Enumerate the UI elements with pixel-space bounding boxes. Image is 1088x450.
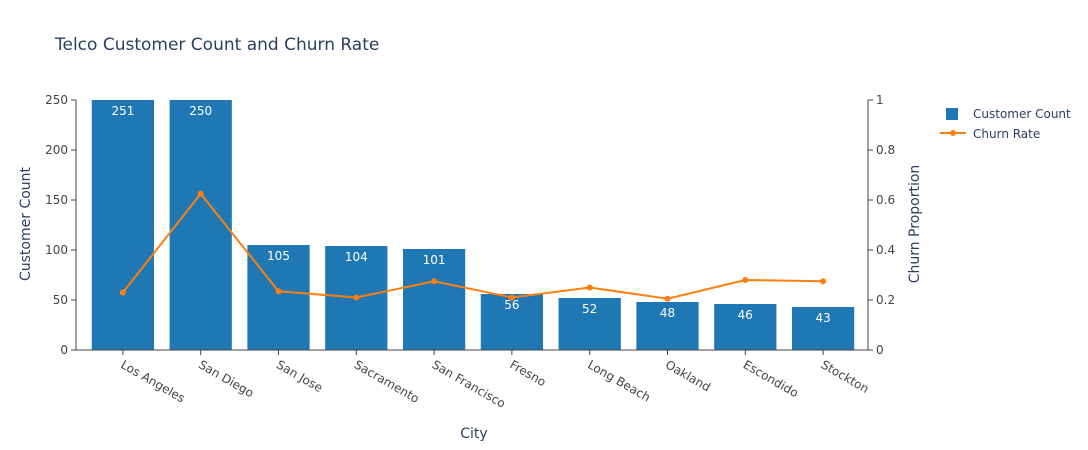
bar-2 bbox=[247, 245, 310, 350]
y-tick-label-1: 50 bbox=[53, 293, 68, 307]
y2-tick-label-5: 1 bbox=[876, 93, 884, 107]
x-tick-label-7: Oakland bbox=[663, 357, 713, 394]
x-tick-label-6: Long Beach bbox=[585, 357, 653, 404]
bar-8 bbox=[714, 304, 777, 350]
churn-rate-point-9 bbox=[820, 278, 827, 285]
bar-5 bbox=[480, 294, 544, 350]
y-tick-label-3: 150 bbox=[45, 193, 68, 207]
churn-rate-point-7 bbox=[664, 295, 671, 302]
bar-value-label-5: 56 bbox=[504, 298, 519, 312]
x-tick-label-4: San Francisco bbox=[430, 357, 508, 410]
bar-value-label-1: 250 bbox=[189, 104, 212, 118]
bar-4 bbox=[402, 249, 466, 350]
churn-rate-point-8 bbox=[742, 277, 749, 283]
y-axis-title: Customer Count bbox=[18, 166, 34, 281]
x-tick-label-3: Sacramento bbox=[352, 357, 422, 405]
churn-rate-point-5 bbox=[508, 294, 515, 301]
chart-title: Telco Customer Count and Churn Rate bbox=[54, 35, 379, 55]
y-tick-label-2: 100 bbox=[45, 243, 68, 257]
y-tick-label-4: 200 bbox=[45, 143, 68, 157]
bar-value-label-2: 105 bbox=[267, 249, 290, 263]
churn-rate-point-1 bbox=[197, 190, 204, 197]
bar-9 bbox=[791, 307, 855, 350]
bar-7 bbox=[636, 302, 699, 350]
y-tick-label-0: 0 bbox=[60, 343, 68, 357]
y2-tick-label-3: 0.6 bbox=[876, 193, 895, 207]
x-tick-label-2: San Jose bbox=[274, 357, 325, 395]
x-tick-label-5: Fresno bbox=[507, 357, 548, 389]
y2-tick-label-2: 0.4 bbox=[876, 243, 895, 257]
bar-0 bbox=[91, 100, 155, 350]
churn-line-group bbox=[119, 190, 827, 302]
x-tick-label-1: San Diego bbox=[196, 357, 256, 400]
bar-6 bbox=[558, 298, 621, 350]
legend-swatch-churn-marker bbox=[950, 130, 956, 136]
legend: Customer Count Churn Rate bbox=[940, 107, 1071, 141]
bar-value-label-8: 46 bbox=[738, 308, 753, 322]
x-tick-label-9: Stockton bbox=[819, 357, 872, 396]
bar-label-group: 251 250 105 104 101 56 52 48 46 43 bbox=[111, 104, 830, 325]
legend-label-customer-count[interactable]: Customer Count bbox=[973, 107, 1071, 121]
y-tick-label-5: 250 bbox=[45, 93, 68, 107]
churn-rate-point-6 bbox=[586, 284, 593, 291]
x-axis-title: City bbox=[460, 426, 487, 442]
y2-axis-title: Churn Proportion bbox=[907, 165, 923, 284]
x-tick-label-0: Los Angeles bbox=[118, 357, 187, 405]
bar-value-label-4: 101 bbox=[423, 253, 446, 267]
bar-group bbox=[91, 100, 855, 350]
bar-value-label-3: 104 bbox=[345, 250, 368, 264]
churn-rate-point-2 bbox=[275, 288, 282, 295]
bar-value-label-6: 52 bbox=[582, 302, 597, 316]
churn-rate-point-4 bbox=[431, 278, 438, 285]
bar-value-label-0: 251 bbox=[111, 104, 134, 118]
y2-tick-label-4: 0.8 bbox=[876, 143, 895, 157]
legend-label-churn-rate[interactable]: Churn Rate bbox=[973, 127, 1040, 141]
legend-swatch-customer-count bbox=[946, 108, 958, 120]
churn-rate-line bbox=[122, 192, 824, 300]
churn-rate-point-3 bbox=[353, 294, 360, 301]
bar-1 bbox=[169, 100, 232, 350]
x-tick-label-8: Escondido bbox=[741, 357, 801, 400]
bar-value-label-9: 43 bbox=[815, 311, 830, 325]
y2-tick-label-1: 0.2 bbox=[876, 293, 895, 307]
churn-rate-point-0 bbox=[119, 289, 126, 296]
y2-tick-label-0: 0 bbox=[876, 343, 884, 357]
bar-value-label-7: 48 bbox=[660, 306, 675, 320]
